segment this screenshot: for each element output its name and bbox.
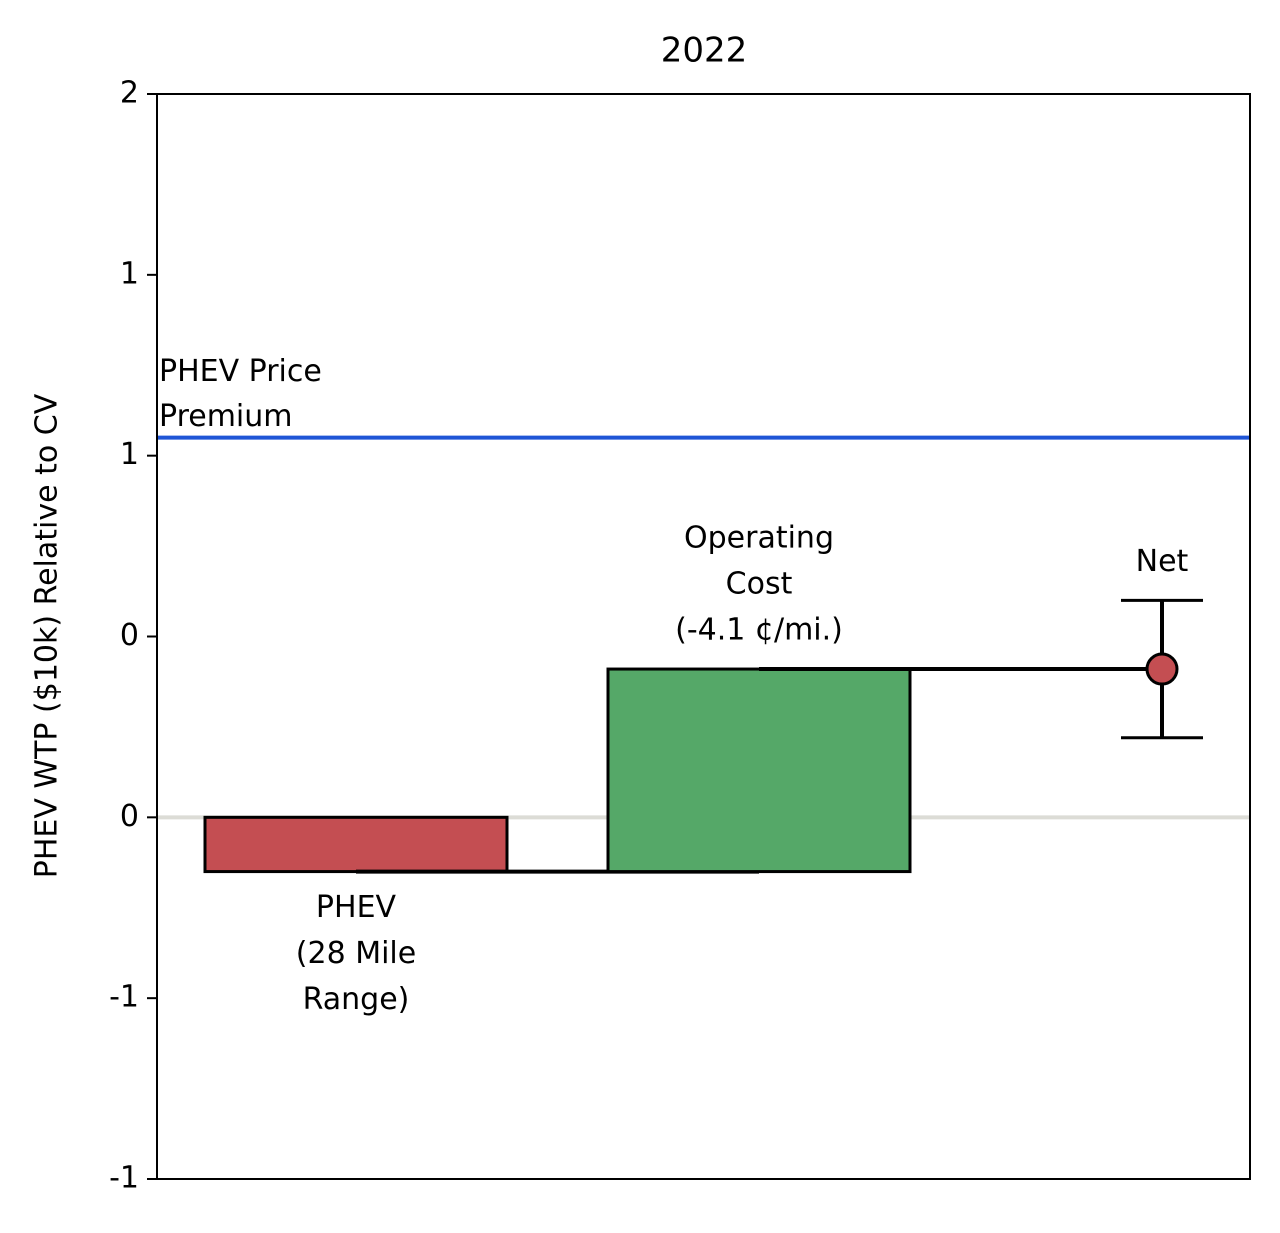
net-label: Net <box>1136 544 1189 579</box>
category-label: Operating <box>684 521 834 556</box>
y-tick-label: 0 <box>120 618 139 653</box>
category-label: Range) <box>303 982 410 1017</box>
bar <box>606 667 912 874</box>
bar <box>203 815 509 874</box>
category-label: Cost <box>726 567 793 602</box>
category-label: (28 Mile <box>296 936 416 971</box>
reference-label: Premium <box>159 399 293 434</box>
y-tick-label: -1 <box>109 980 139 1015</box>
y-tick-label: 0 <box>120 799 139 834</box>
category-label: PHEV <box>316 890 397 925</box>
plot-frame <box>156 93 1251 1180</box>
net-marker <box>1145 652 1179 686</box>
reference-label: PHEV Price <box>159 354 322 389</box>
category-label: (-4.1 ¢/mi.) <box>675 613 843 648</box>
y-tick-label: -1 <box>109 1161 139 1196</box>
y-axis-label: PHEV WTP ($10k) Relative to CV <box>30 393 65 878</box>
y-tick-label: 2 <box>120 76 139 111</box>
y-tick-label: 1 <box>120 437 139 472</box>
chart-title: 2022 <box>661 31 748 71</box>
y-tick-label: 1 <box>120 256 139 291</box>
